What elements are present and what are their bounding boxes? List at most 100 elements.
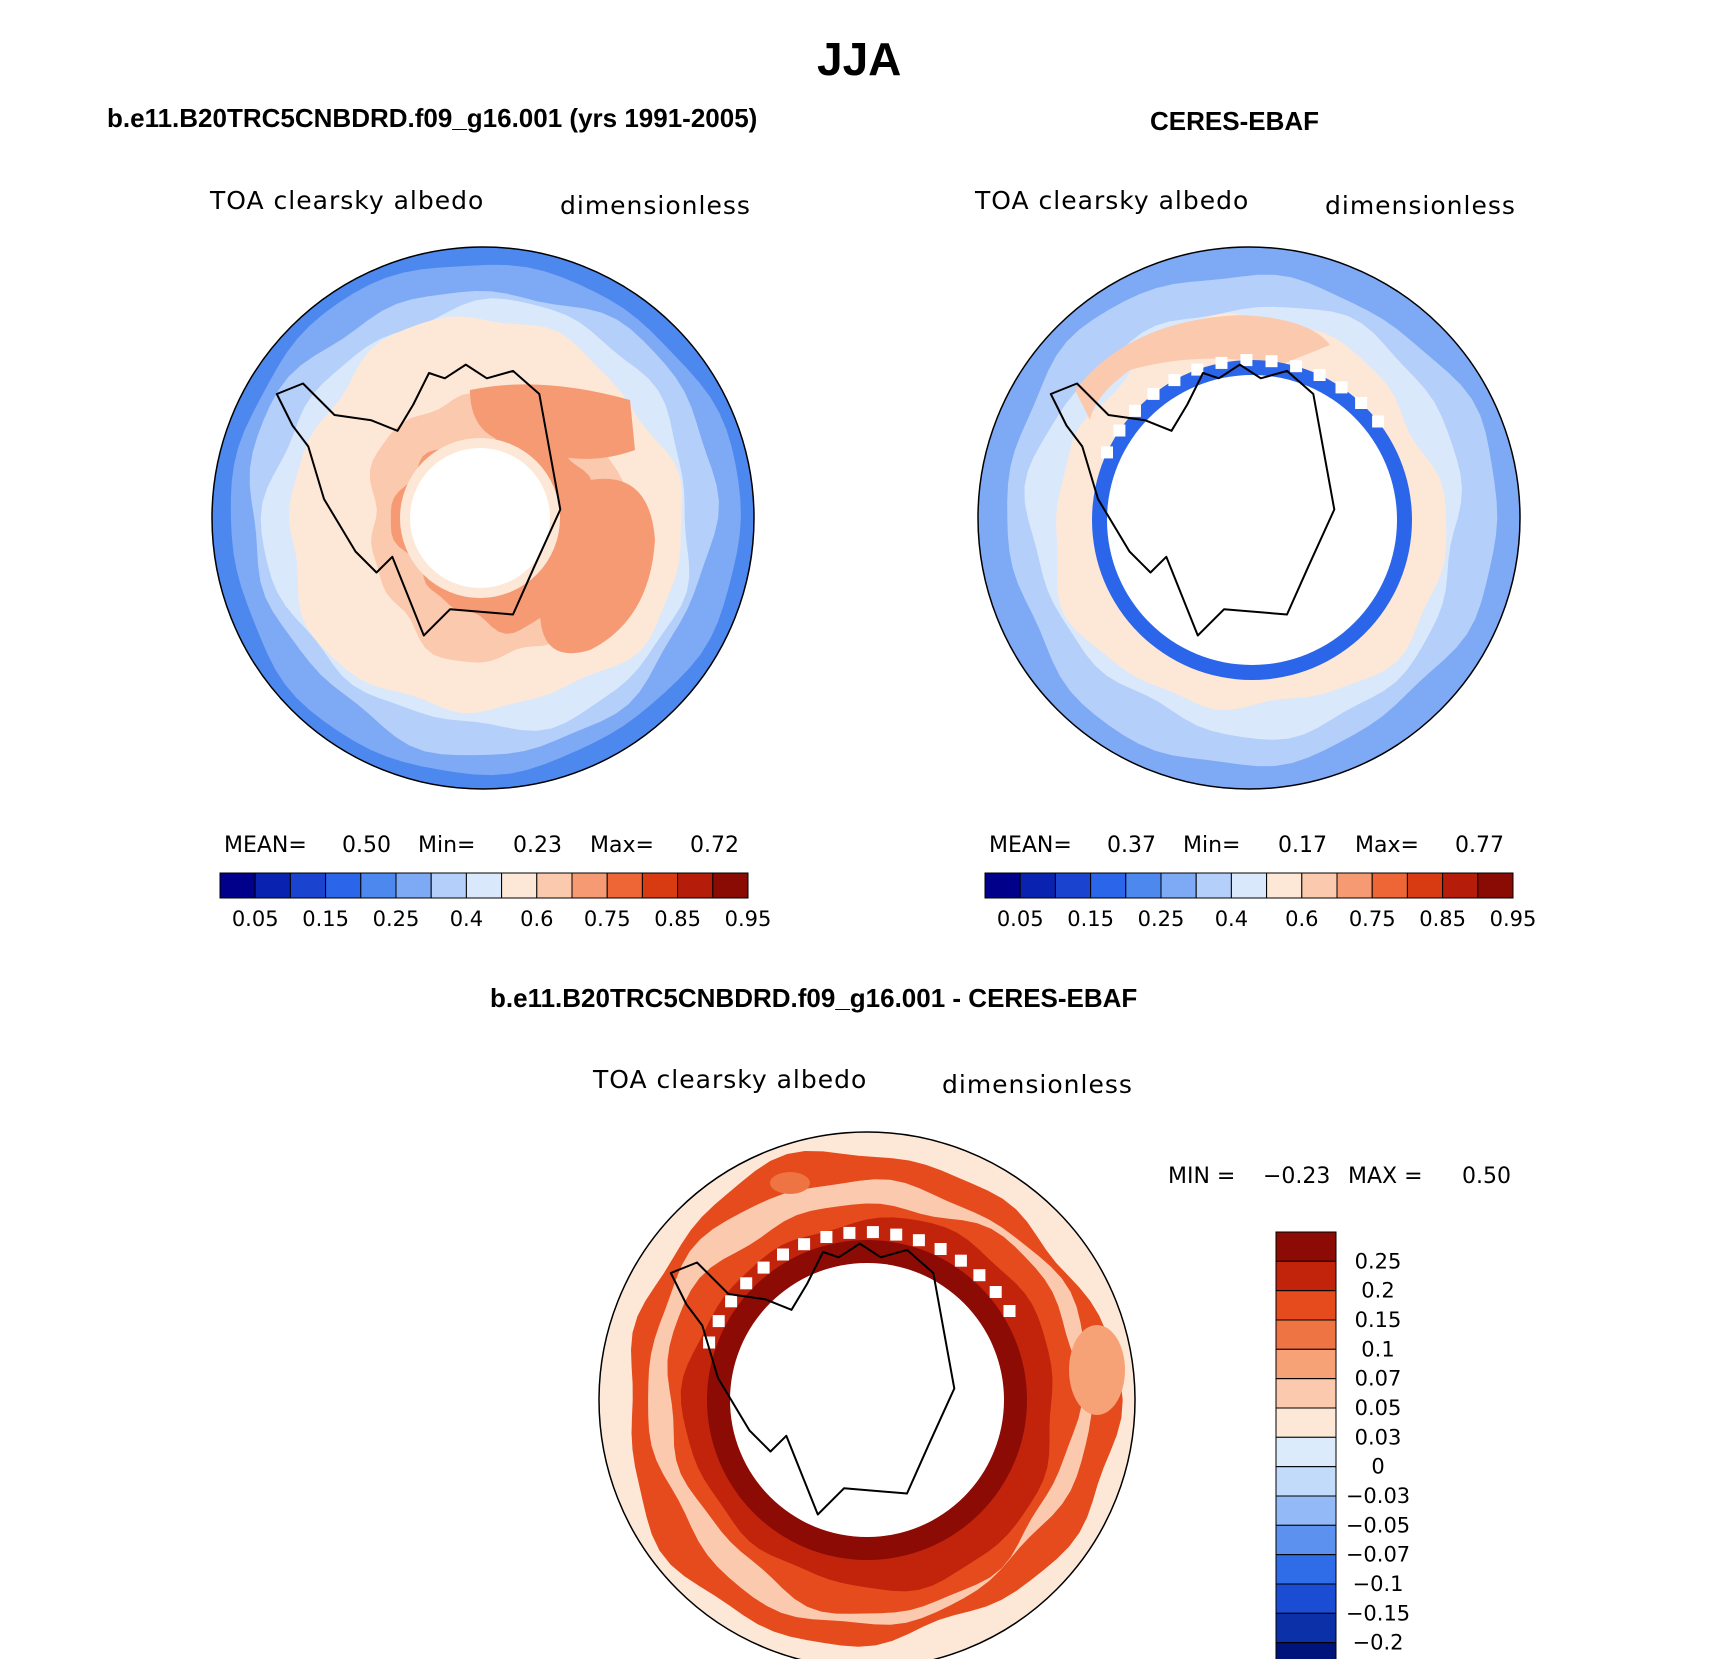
colorbars: 0.05 0.15 0.25 0.4 0.6 0.75 0.85 0.95 0.05 0.15 0.… (219, 872, 1536, 1659)
colorbar-swatch (1301, 872, 1338, 899)
antarctica-coastline-2 (1049, 363, 1336, 637)
missing-data-dash (1101, 446, 1113, 459)
colorbar-swatch (1160, 872, 1197, 899)
colorbar-swatch (1275, 1642, 1337, 1659)
colorbar-swatch (1090, 872, 1127, 899)
colorbar-swatch (1275, 1348, 1337, 1380)
panel2-mean-value: 0.37 (1107, 833, 1156, 858)
missing-data-dash (725, 1295, 738, 1308)
missing-data-dash (890, 1228, 903, 1241)
colorbar-tick-label: −0.15 (1346, 1601, 1410, 1625)
panel1-mean-label: MEAN= (224, 833, 307, 858)
colorbar-tick-label: 0.4 (450, 907, 483, 931)
panel2-min-label: Min= (1183, 833, 1241, 858)
colorbar-swatch (1406, 872, 1444, 899)
panel2-mean-label: MEAN= (989, 833, 1072, 858)
colorbar-swatch (1019, 872, 1056, 899)
colorbar-swatch (1230, 872, 1268, 899)
missing-data-dash (989, 1286, 1002, 1298)
colorbar-swatch (712, 872, 749, 899)
colorbar-swatch (430, 872, 467, 899)
missing-data-dash (1335, 381, 1348, 394)
colorbar-tick-label: 0.03 (1355, 1425, 1402, 1449)
colorbar-tick-label: 0.85 (1419, 907, 1466, 931)
colorbar-swatch (219, 872, 256, 899)
colorbar-swatch (254, 872, 291, 899)
panel1-mean-value: 0.50 (342, 833, 391, 858)
positive-spot (1069, 1325, 1125, 1415)
panel2-units: dimensionless (1325, 191, 1516, 220)
colorbar-swatch (1275, 1231, 1337, 1262)
panel1-max-label: Max= (590, 833, 654, 858)
panel2-variable: TOA clearsky albedo (975, 186, 1250, 215)
colorbar-tick-label: −0.03 (1346, 1484, 1410, 1508)
colorbar-swatch (1336, 872, 1373, 899)
map-frame-2 (977, 246, 1521, 790)
colorbar-swatch (1275, 1583, 1337, 1614)
plateau-east (540, 478, 655, 654)
colorbar-swatch (1477, 872, 1514, 899)
map-frame-3 (598, 1131, 1136, 1659)
map-frame-1 (211, 246, 755, 790)
missing-data-dash (1113, 424, 1126, 437)
panel1-min-label: Min= (418, 833, 476, 858)
colorbar-swatch (1054, 872, 1092, 899)
colorbar-tick-label: 0.6 (1285, 907, 1318, 931)
panel2-title: CERES-EBAF (1150, 106, 1320, 136)
missing-data-dash (1191, 363, 1204, 376)
panel1-title: b.e11.B20TRC5CNBDRD.f09_g16.001 (yrs 199… (107, 103, 758, 133)
colorbar-swatch (1371, 872, 1408, 899)
colorbar-swatch (641, 872, 679, 899)
missing-data-dash (712, 1315, 725, 1328)
colorbar-tick-label: 0.4 (1215, 907, 1248, 931)
panel1-variable: TOA clearsky albedo (210, 186, 485, 215)
colorbar-swatch (606, 872, 643, 899)
missing-data-dash (1147, 387, 1160, 400)
panel3-variable: TOA clearsky albedo (593, 1065, 868, 1094)
missing-data-dash (843, 1226, 856, 1239)
colorbar-tick-label: 0.1 (1361, 1337, 1394, 1361)
colorbar-swatch (677, 872, 714, 899)
coastlines (275, 363, 1336, 1516)
colorbar-swatch (984, 872, 1021, 899)
colorbar-tick-label: 0.07 (1355, 1367, 1402, 1391)
obs-map (978, 247, 1520, 789)
missing-data-dash (1290, 360, 1303, 373)
colorbar-tick-label: 0.15 (1067, 907, 1114, 931)
missing-data-dash (1355, 397, 1368, 409)
panel3-min-label: MIN = (1168, 1164, 1236, 1189)
pole-hole (730, 1263, 1004, 1537)
missing-data-dash (866, 1226, 879, 1239)
colorbar-tick-label: −0.07 (1346, 1543, 1410, 1567)
colorbar-swatch (289, 872, 327, 899)
antarctica-coastline-3 (669, 1242, 956, 1516)
colorbar-tick-label: 0.15 (302, 907, 349, 931)
colorbar-tick-label: 0.2 (1361, 1279, 1394, 1303)
pole-hole (1107, 375, 1397, 665)
pole-hole (410, 448, 550, 588)
colorbar-tick-label: 0.05 (1355, 1396, 1402, 1420)
colorbar-swatch (1275, 1466, 1337, 1497)
panel2-max-label: Max= (1355, 833, 1419, 858)
colorbar-swatch (1275, 1436, 1337, 1468)
colorbar-tick-label: 0.75 (584, 907, 631, 931)
missing-data-dash (820, 1231, 833, 1243)
colorbar-swatch (536, 872, 573, 899)
positive-spot (770, 1172, 810, 1194)
colorbar-swatch (501, 872, 538, 899)
missing-data-dash (1313, 369, 1326, 381)
missing-data-dash (1240, 354, 1253, 367)
missing-data-dash (912, 1234, 925, 1247)
map-frames (211, 246, 1521, 1659)
colorbar-tick-label: 0.25 (1355, 1249, 1402, 1273)
colorbar-swatch (360, 872, 397, 899)
missing-data-dash (798, 1238, 811, 1251)
antarctica-coastline-1 (275, 363, 562, 637)
colorbar-tick-label: 0.15 (1355, 1308, 1402, 1332)
missing-data-dash (777, 1248, 789, 1261)
plateau-north (470, 384, 635, 459)
model-map (212, 247, 754, 789)
colorbar-swatch (1195, 872, 1232, 899)
colorbar-swatch (1275, 1524, 1337, 1556)
